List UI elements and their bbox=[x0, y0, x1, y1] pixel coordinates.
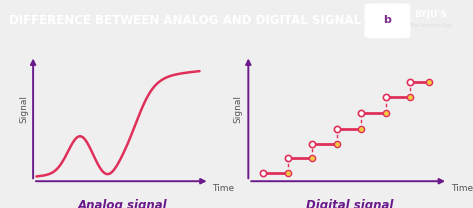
Text: Digital signal: Digital signal bbox=[307, 199, 394, 208]
FancyBboxPatch shape bbox=[365, 4, 410, 37]
Text: Time: Time bbox=[451, 184, 473, 193]
Text: BYJU'S: BYJU'S bbox=[414, 10, 447, 19]
Text: Analog signal: Analog signal bbox=[78, 199, 168, 208]
Text: The Learning App: The Learning App bbox=[409, 23, 452, 28]
Text: b: b bbox=[384, 15, 391, 25]
Text: Signal: Signal bbox=[19, 95, 28, 123]
Text: DIFFERENCE BETWEEN ANALOG AND DIGITAL SIGNAL: DIFFERENCE BETWEEN ANALOG AND DIGITAL SI… bbox=[9, 14, 361, 27]
Text: Time: Time bbox=[212, 184, 234, 193]
Text: Signal: Signal bbox=[234, 95, 243, 123]
